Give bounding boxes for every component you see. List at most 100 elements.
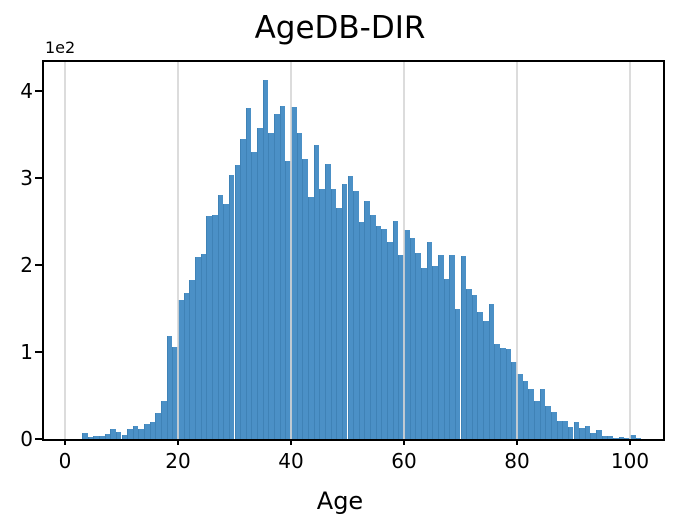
- histogram-bar: [471, 295, 478, 439]
- histogram-bar: [415, 252, 421, 439]
- histogram-bar: [590, 432, 597, 439]
- gridline: [629, 62, 631, 439]
- histogram-bar: [149, 422, 156, 439]
- histogram-bar: [375, 225, 382, 439]
- histogram-bar: [545, 405, 551, 439]
- histogram-bar: [556, 420, 563, 439]
- histogram-bar: [324, 164, 331, 439]
- histogram-bar: [618, 437, 625, 439]
- y-axis-tick-mark: [35, 90, 42, 92]
- histogram-bar: [494, 344, 501, 439]
- histogram-bar: [138, 428, 145, 439]
- x-axis-tick-mark: [403, 439, 405, 445]
- histogram-bar: [370, 214, 376, 439]
- histogram-bar: [319, 189, 325, 439]
- histogram-bar: [121, 434, 128, 439]
- histogram-bar: [251, 151, 258, 439]
- y-axis-offset-label: 1e2: [45, 38, 76, 57]
- x-axis-tick-mark: [177, 439, 179, 445]
- histogram-bar: [635, 438, 642, 439]
- histogram-bar: [483, 320, 489, 439]
- histogram-bar: [211, 214, 218, 439]
- x-axis-tick-label: 20: [165, 449, 191, 473]
- x-axis-tick-label: 80: [504, 449, 530, 473]
- histogram-bar: [522, 380, 529, 439]
- gridline: [177, 62, 179, 439]
- histogram-bar: [110, 429, 116, 439]
- histogram-bar: [381, 229, 388, 439]
- y-axis-tick-label: 4: [20, 79, 33, 103]
- histogram-bar: [115, 432, 122, 439]
- histogram-bar: [398, 254, 404, 439]
- chart-title: AgeDB-DIR: [254, 10, 426, 46]
- histogram-bar: [420, 268, 427, 439]
- histogram-bar: [584, 425, 591, 439]
- histogram-bar: [313, 144, 320, 439]
- gridline: [290, 62, 292, 439]
- y-axis-tick-label: 0: [20, 427, 33, 451]
- histogram-bar: [488, 304, 495, 439]
- histogram-bar: [81, 432, 88, 439]
- histogram-bar: [132, 425, 139, 439]
- histogram-bar: [234, 164, 241, 439]
- histogram-bar: [183, 292, 190, 439]
- histogram-bar: [104, 433, 111, 439]
- histogram-bar: [460, 256, 467, 439]
- histogram-bar: [98, 435, 105, 439]
- histogram-bar: [279, 105, 286, 439]
- histogram-bar: [364, 200, 371, 439]
- histogram-bar: [307, 197, 314, 439]
- histogram-bar: [189, 279, 195, 439]
- histogram-bar: [466, 289, 472, 439]
- histogram-bar: [454, 308, 461, 439]
- gridline: [516, 62, 518, 439]
- histogram-bar: [87, 437, 94, 439]
- y-axis-tick-mark: [35, 351, 42, 353]
- histogram-bar: [358, 222, 365, 439]
- histogram-bar: [347, 176, 354, 439]
- histogram-bar: [539, 389, 546, 439]
- histogram-bar: [194, 257, 201, 439]
- histogram-bar: [624, 438, 630, 439]
- histogram-bar: [217, 194, 224, 439]
- histogram-bar: [596, 430, 602, 439]
- x-axis-tick-label: 40: [278, 449, 304, 473]
- histogram-bar: [155, 412, 162, 439]
- histogram-bar: [257, 127, 263, 439]
- x-axis-label: Age: [316, 487, 364, 515]
- histogram-bar: [392, 220, 399, 439]
- histogram-bar: [443, 278, 450, 439]
- histogram-bar: [426, 242, 433, 439]
- x-axis-tick-mark: [516, 439, 518, 445]
- histogram-bar: [206, 216, 212, 439]
- histogram-bar: [477, 311, 484, 439]
- histogram-bar: [240, 138, 246, 439]
- x-axis-tick-label: 60: [391, 449, 417, 473]
- histogram-bar: [302, 158, 308, 439]
- histogram-bar: [579, 427, 585, 439]
- histogram-bar: [409, 238, 416, 439]
- histogram-bar: [161, 400, 167, 439]
- histogram-bar: [127, 428, 133, 439]
- histogram-bar: [607, 436, 614, 439]
- histogram-bar: [573, 422, 580, 439]
- histogram-bar: [437, 255, 444, 439]
- plot-area: [42, 60, 665, 441]
- histogram-bar: [223, 204, 229, 439]
- histogram-bar: [172, 346, 178, 439]
- x-axis-tick-label: 100: [610, 449, 650, 473]
- histogram-bar: [500, 347, 506, 439]
- histogram-bar: [296, 132, 303, 439]
- histogram-bar: [353, 191, 359, 439]
- y-axis-tick-label: 3: [20, 166, 33, 190]
- x-axis-tick-mark: [290, 439, 292, 445]
- histogram-bar: [387, 242, 393, 439]
- histogram-bar: [505, 349, 512, 439]
- histogram-bar: [533, 400, 540, 439]
- y-axis-tick-label: 2: [20, 253, 33, 277]
- histogram-bar: [336, 207, 342, 439]
- y-axis-tick-label: 1: [20, 340, 33, 364]
- histogram-bar: [274, 113, 280, 439]
- histogram-bar: [601, 435, 608, 439]
- histogram-bar: [562, 420, 568, 439]
